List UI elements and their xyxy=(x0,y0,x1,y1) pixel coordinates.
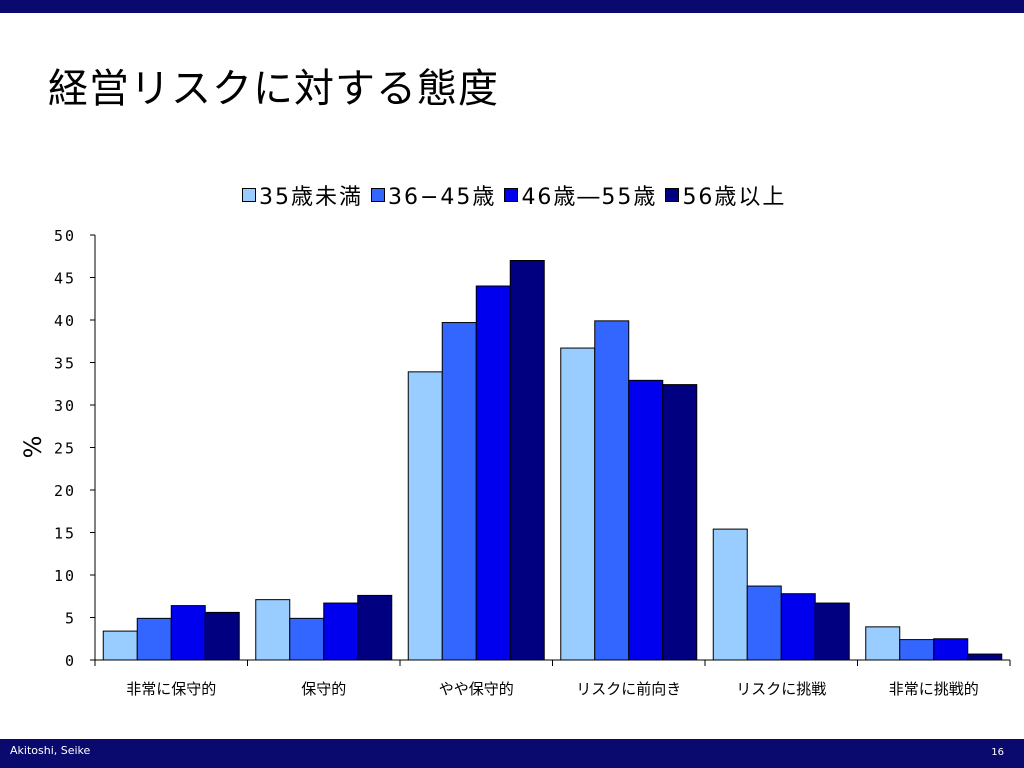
y-tick-label-5: 25 xyxy=(54,440,76,458)
bar-series-4-4 xyxy=(662,384,698,661)
x-tick-label-4: リスクに前向き xyxy=(576,680,681,698)
bar-series-1-3 xyxy=(407,371,443,661)
x-tick-label-6: 非常に挑戦的 xyxy=(889,680,979,698)
y-tick-label-4: 20 xyxy=(54,482,76,500)
bar-series-1-4 xyxy=(560,347,596,661)
y-tick-label-2: 10 xyxy=(54,567,76,585)
bar-series-3-6 xyxy=(933,638,969,661)
legend-label-series-3: 46歳―55歳 xyxy=(521,185,658,210)
legend-label-series-4: 56歳以上 xyxy=(682,185,787,210)
y-tick-label-9: 45 xyxy=(54,270,76,288)
bottom-bar: Akitoshi, Seike 16 xyxy=(0,739,1024,768)
bar-series-4-2 xyxy=(357,594,393,661)
y-tick-label-3: 15 xyxy=(54,525,76,543)
legend-swatch-series-2 xyxy=(371,188,385,202)
x-tick-label-5: リスクに挑戦 xyxy=(736,680,826,698)
x-tick-label-1: 非常に保守的 xyxy=(126,680,216,698)
legend-item-series-1: 35歳未満 xyxy=(242,179,363,211)
bar-series-3-3 xyxy=(475,285,511,661)
bar-chart: 0 5 10 15 20 25 30 35 40 45 50 非常に保守的 保守的 やや保守的 リスクに前向… xyxy=(19,227,1011,698)
y-tick-label-1: 5 xyxy=(65,610,76,628)
legend-item-series-4: 56歳以上 xyxy=(665,179,786,211)
y-tick-label-10: 50 xyxy=(54,227,76,245)
bar-series-3-4 xyxy=(628,379,664,661)
bar-series-3-1 xyxy=(170,605,206,661)
bar-series-1-5 xyxy=(712,528,748,661)
x-tick-label-2: 保守的 xyxy=(301,680,346,698)
chart-legend: 35歳未満 36−45歳 46歳―55歳 56歳以上 xyxy=(242,180,794,210)
footer-author: Akitoshi, Seike xyxy=(10,744,91,757)
bar-series-2-6 xyxy=(899,639,935,661)
legend-item-series-3: 46歳―55歳 xyxy=(504,179,657,211)
bar-series-2-4 xyxy=(594,320,630,661)
bar-series-1-6 xyxy=(865,626,901,661)
bar-series-4-5 xyxy=(814,602,850,661)
bar-series-4-6 xyxy=(967,653,1003,661)
legend-item-series-2: 36−45歳 xyxy=(371,179,496,211)
legend-label-series-2: 36−45歳 xyxy=(388,185,497,210)
bar-series-2-2 xyxy=(289,617,325,661)
y-axis-label: % xyxy=(19,436,47,459)
legend-swatch-series-3 xyxy=(504,188,519,202)
bar-series-2-5 xyxy=(746,585,782,661)
slide-title: 経営リスクに対する態度 xyxy=(48,66,499,112)
y-tick-label-7: 35 xyxy=(54,355,76,373)
y-tick-label-6: 30 xyxy=(54,397,76,415)
x-tick-label-3: やや保守的 xyxy=(439,680,514,698)
bar-series-3-5 xyxy=(780,593,816,661)
bar-series-2-1 xyxy=(136,617,172,661)
y-tick-label-8: 40 xyxy=(54,312,76,330)
y-tick-label-0: 0 xyxy=(65,652,76,670)
bar-series-2-3 xyxy=(441,322,477,661)
bar-series-3-2 xyxy=(323,602,359,661)
legend-swatch-series-4 xyxy=(665,188,680,202)
bar-series-1-1 xyxy=(102,630,138,661)
bar-series-1-2 xyxy=(255,599,291,661)
legend-swatch-series-1 xyxy=(242,188,256,202)
bar-series-4-1 xyxy=(204,611,240,661)
page-number: 16 xyxy=(991,747,1004,758)
top-bar xyxy=(0,0,1024,13)
bar-series-4-3 xyxy=(509,260,545,661)
legend-label-series-1: 35歳未満 xyxy=(259,185,363,210)
